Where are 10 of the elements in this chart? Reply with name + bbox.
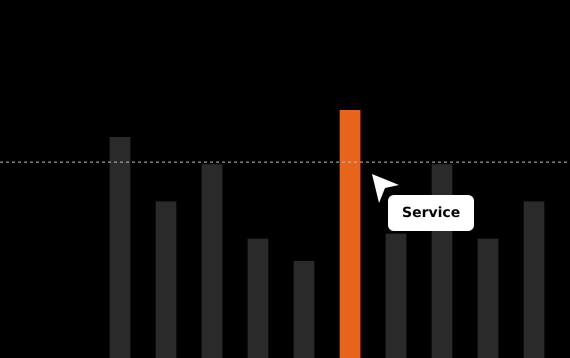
bar bbox=[386, 234, 406, 358]
bar bbox=[156, 201, 176, 358]
bar bbox=[340, 110, 360, 358]
bar bbox=[110, 136, 130, 358]
bar bbox=[294, 260, 314, 358]
bar bbox=[202, 164, 222, 358]
bar bbox=[524, 201, 544, 358]
bar bbox=[248, 238, 268, 358]
bar bbox=[478, 238, 498, 358]
annotation: Service bbox=[388, 195, 474, 231]
